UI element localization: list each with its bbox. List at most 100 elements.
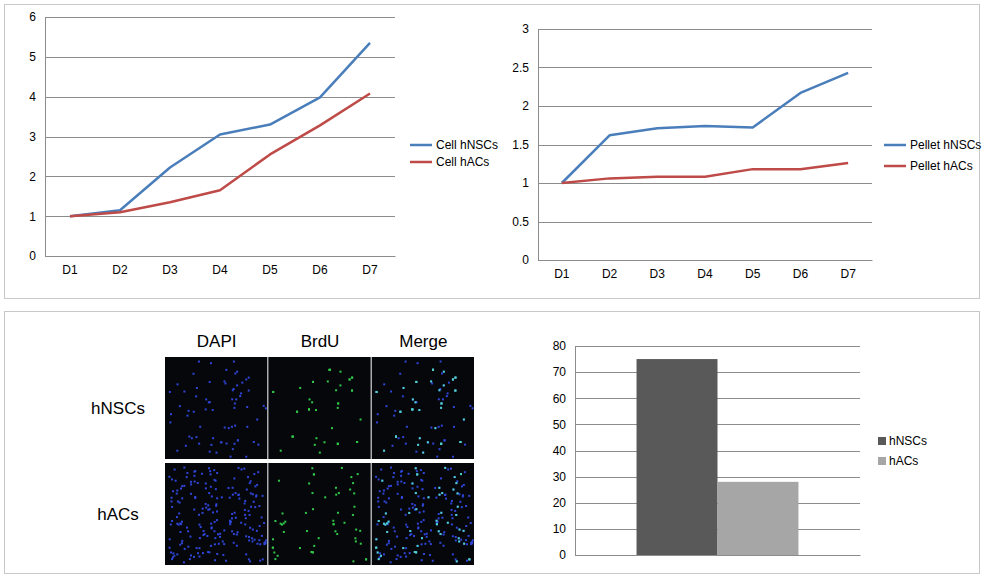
nucleus-dot [390,548,392,550]
nucleus-dot [194,470,196,472]
y-tick-label: 0 [559,548,566,562]
grid [538,30,872,261]
nucleus-dot [176,489,178,491]
x-axis-line [539,260,873,261]
legend: Pellet hNSCsPellet hACs [884,138,981,173]
nucleus-dot [234,512,236,514]
brdu-dot [422,452,424,454]
nucleus-dot [453,406,455,408]
legend-item: hACs [878,454,918,468]
brdu-dot [313,473,315,475]
nucleus-dot [258,539,260,541]
brdu-dot [386,522,388,524]
brdu-dot [452,378,454,380]
grid-line [45,137,395,138]
nucleus-dot [440,402,442,404]
nucleus-dot [412,398,414,400]
x-tick: D7 [840,260,856,281]
nucleus-dot [179,522,181,524]
series-line [562,73,848,183]
nucleus-dot [378,506,380,508]
brdu-dot [305,512,307,514]
nucleus-dot [400,481,402,483]
y-tick-label: 5 [29,50,36,64]
nucleus-dot [417,523,419,525]
brdu-dot [351,390,353,392]
nucleus-dot [177,383,179,385]
nucleus-dot [205,408,207,410]
x-tick: D1 [554,260,570,281]
brdu-dot [412,398,414,400]
brdu-dot [365,558,367,560]
nucleus-dot [430,427,432,429]
nucleus-dot [245,456,247,458]
y-tick-label: 2.5 [512,61,529,75]
nucleus-dot [189,536,191,538]
nucleus-dot [436,456,438,458]
brdu-dot [447,522,449,524]
nucleus-dot [265,407,267,409]
brdu-dot [417,545,419,547]
nucleus-dot [245,535,247,537]
nucleus-dot [223,543,225,545]
grid-line [45,216,395,217]
brdu-dot [444,467,446,469]
nucleus-dot [252,493,254,495]
brdu-dot [395,436,397,438]
nucleus-dot [171,478,173,480]
micrograph [165,463,267,565]
nucleus-dot [228,487,230,489]
brdu-dot [403,387,405,389]
brdu-dot [454,390,456,392]
brdu-dot [353,506,355,508]
nucleus-dot [440,361,442,363]
brdu-dot [324,496,326,498]
brdu-dot [459,441,461,443]
panel-frame [5,312,980,574]
nucleus-dot [252,540,254,542]
y-tick: 0.5 [512,215,538,229]
bar [637,359,718,555]
nucleus-dot [451,514,453,516]
nucleus-dot [375,547,377,549]
nucleus-dot [402,547,404,549]
brdu-dot [343,522,345,524]
brdu-dot [274,558,276,560]
nucleus-dot [395,436,397,438]
brdu-dot [383,450,385,452]
nucleus-dot [423,510,425,512]
brdu-dot [440,402,442,404]
nucleus-dot [235,517,237,519]
nucleus-dot [236,545,238,547]
nucleus-dot [445,498,447,500]
nucleus-dot [420,469,422,471]
nucleus-dot [415,467,417,469]
brdu-dot [309,398,311,400]
nucleus-dot [392,476,394,478]
nucleus-dot [400,475,402,477]
y-tick-label: 2 [522,99,529,113]
nucleus-dot [452,489,454,491]
nucleus-dot [402,395,404,397]
nucleus-dot [248,558,250,560]
nucleus-dot [186,472,188,474]
brdu-dot [440,443,442,445]
brdu-dot [434,427,436,429]
nucleus-dot [387,488,389,490]
nucleus-dot [254,539,256,541]
nucleus-dot [215,488,217,490]
nucleus-dot [181,540,183,542]
nucleus-dot [423,553,425,555]
nucleus-dot [244,509,246,511]
legend-item: Cell hACs [410,155,489,169]
nucleus-dot [211,527,213,529]
nucleus-dot [383,450,385,452]
nucleus-dot [458,493,460,495]
brdu-dot [415,508,417,510]
nucleus-dot [469,405,471,407]
nucleus-dot [432,560,434,562]
legend-label: Pellet hNSCs [910,138,981,152]
brdu-dot [440,443,442,445]
brdu-dot [352,560,354,562]
x-tick-label: D7 [840,267,856,281]
